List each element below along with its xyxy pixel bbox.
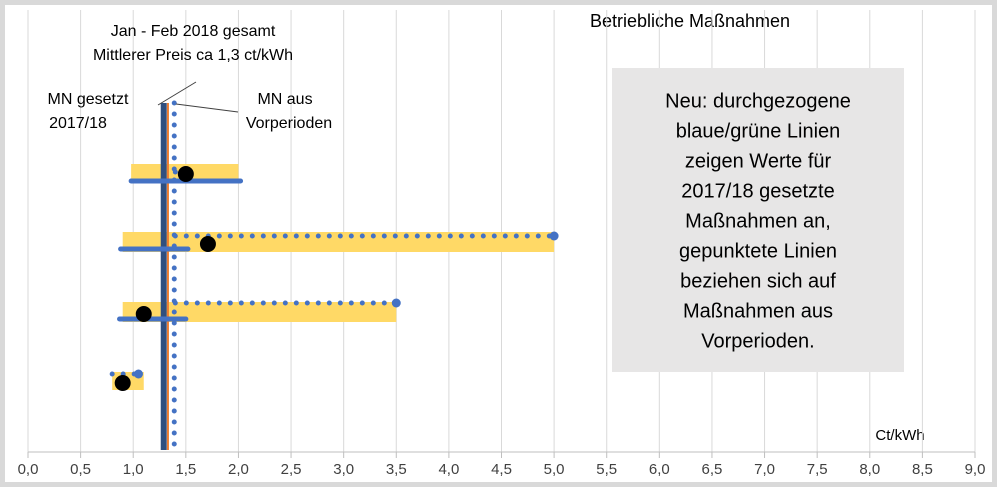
note-line: gepunktete Linien	[679, 240, 837, 262]
x-tick-label: 3,0	[333, 461, 354, 478]
annotation: Jan - Feb 2018 gesamt	[111, 23, 276, 40]
x-tick-label: 5,5	[596, 461, 617, 478]
x-tick-label: 7,5	[807, 461, 828, 478]
dotted-line-end	[133, 369, 143, 379]
range-bar	[122, 302, 397, 322]
x-tick-label: 6,0	[649, 461, 670, 478]
dotted-line-end	[549, 231, 559, 241]
note-box	[612, 68, 904, 372]
annotation: 2017/18	[49, 115, 107, 132]
chart-title: Betriebliche Maßnahmen	[590, 11, 790, 31]
x-tick-label: 6,5	[702, 461, 723, 478]
note-line: 2017/18 gesetzte	[681, 180, 834, 202]
note-line: blaue/grüne Linien	[676, 120, 841, 142]
dotted-line-end	[391, 298, 401, 308]
point	[177, 166, 194, 182]
point	[114, 375, 131, 391]
x-tick-label: 0,0	[18, 461, 39, 478]
leader-line	[175, 103, 239, 113]
annotation: MN aus	[257, 91, 312, 108]
leader-line	[157, 81, 197, 106]
x-tick-label: 1,5	[175, 461, 196, 478]
x-tick-label: 0,5	[70, 461, 91, 478]
note-line: Maßnahmen an,	[685, 210, 831, 232]
x-tick-label: 8,5	[912, 461, 933, 478]
note-line: Vorperioden.	[701, 330, 814, 352]
note: Neu: durchgezogene blaue/grüne Linien zeig…	[665, 90, 851, 352]
marks	[27, 10, 976, 458]
note-line: beziehen sich auf	[680, 270, 836, 292]
x-tick-label: 4,0	[438, 461, 459, 478]
annotation: MN gesetzt	[48, 91, 129, 108]
x-tick-label: 1,0	[123, 461, 144, 478]
annotation: Vorperioden	[246, 115, 332, 132]
x-tick-label: 3,5	[386, 461, 407, 478]
x-tick-label: 2,5	[281, 461, 302, 478]
x-tick-label: 8,0	[859, 461, 880, 478]
x-tick-label: 4,5	[491, 461, 512, 478]
x-tick-label: 7,0	[754, 461, 775, 478]
x-tick-label: 5,0	[544, 461, 565, 478]
annotation: Mittlerer Preis ca 1,3 ct/kWh	[93, 47, 293, 64]
note-line: Maßnahmen aus	[683, 300, 833, 322]
x-tick-label: 9,0	[965, 461, 986, 478]
point	[199, 236, 216, 252]
note-line: zeigen Werte für	[685, 150, 832, 172]
x-tick-label: 2,0	[228, 461, 249, 478]
point	[135, 306, 152, 322]
x-axis-label: Ct/kWh	[875, 427, 924, 444]
note-line: Neu: durchgezogene	[665, 90, 851, 112]
